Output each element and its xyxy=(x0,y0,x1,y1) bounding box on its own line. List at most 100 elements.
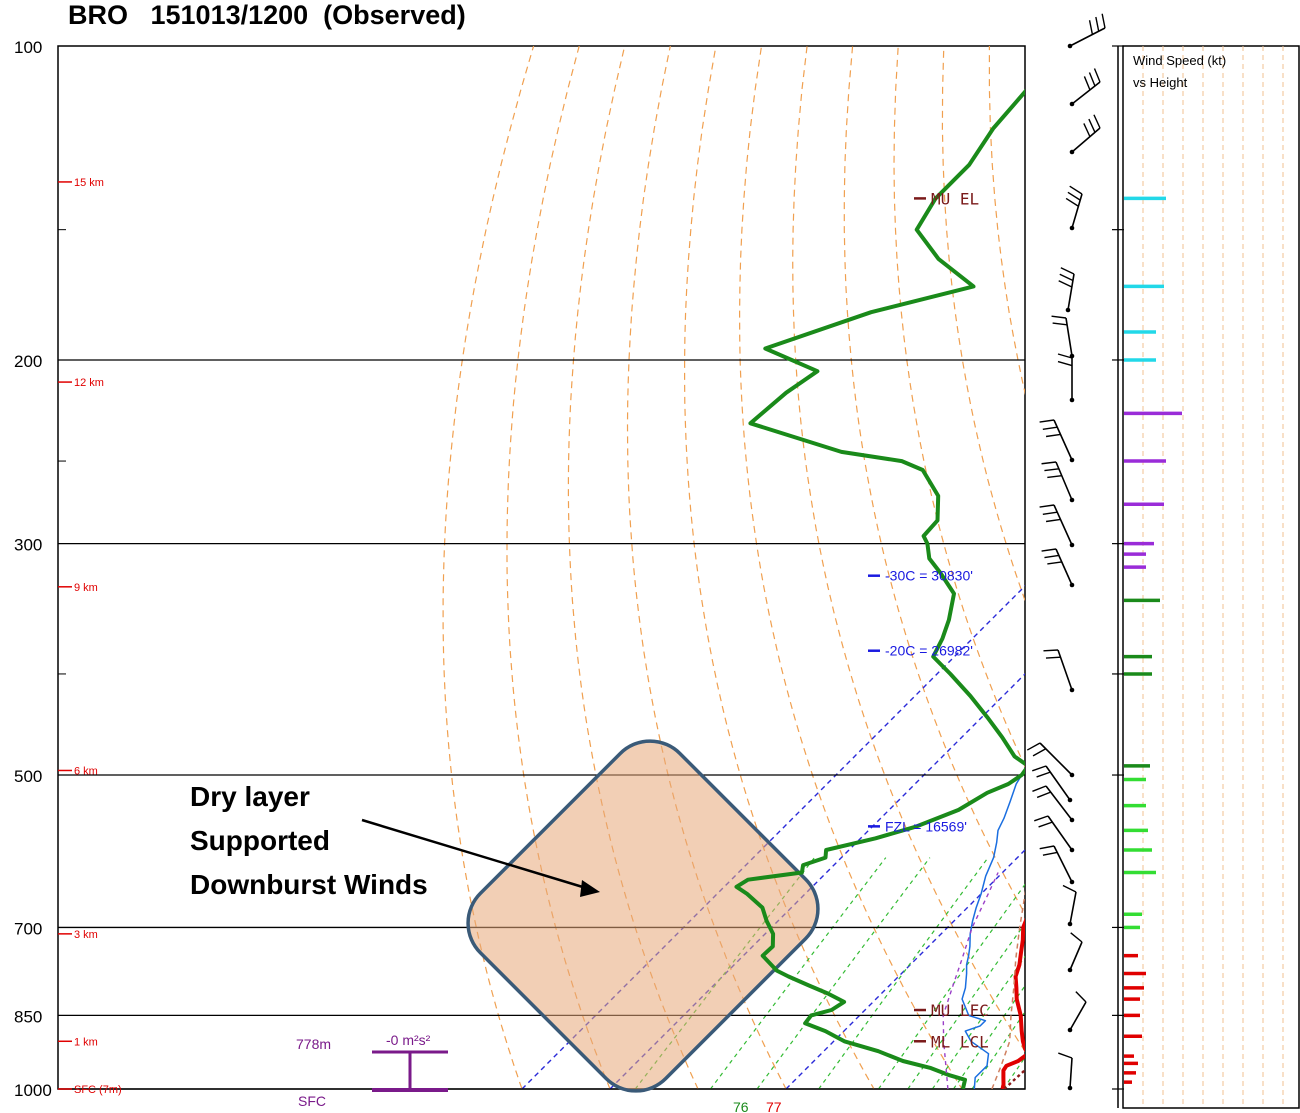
wind-barb-station xyxy=(1069,542,1075,548)
wind-barb-flag xyxy=(1075,991,1087,1003)
dry-adiabat-line xyxy=(442,46,535,1089)
wind-barb xyxy=(1067,932,1083,973)
wind-barb-flag xyxy=(1060,267,1075,275)
wind-barb xyxy=(1057,353,1075,403)
surface-dewpoint-value: 76 xyxy=(733,1099,749,1113)
wind-barb-flag xyxy=(1042,851,1058,856)
wind-barbs xyxy=(1026,13,1124,1108)
wind-barb xyxy=(1043,649,1075,693)
wind-barb-flag xyxy=(1026,742,1041,751)
wind-barb xyxy=(1026,742,1075,778)
wind-barb-shaft xyxy=(1053,504,1073,546)
wind-barb-flag xyxy=(1036,791,1051,799)
wind-barb-shaft xyxy=(1047,815,1073,851)
annotation-text: Supported xyxy=(190,825,330,856)
height-label: 1 km xyxy=(74,1036,98,1048)
wind-barb-shaft xyxy=(1069,941,1083,971)
sfc-label: SFC xyxy=(298,1093,326,1109)
wind-barb-flag xyxy=(1095,16,1100,32)
wind-barb-flag xyxy=(1051,315,1067,319)
mixing-ratio-line xyxy=(818,857,989,1089)
wind-barb-station xyxy=(1069,582,1075,588)
wind-barb-flag xyxy=(1088,118,1096,133)
dry-adiabat-line xyxy=(626,46,787,1089)
mixing-ratio-line xyxy=(907,922,1025,1089)
wind-barb-flag xyxy=(1069,185,1083,195)
wind-barb-flag xyxy=(1041,548,1057,552)
wind-barb-flag xyxy=(1045,518,1061,523)
wind-barb-flag xyxy=(1058,280,1073,288)
wind-barb-flag xyxy=(1041,461,1057,465)
wind-barb-shaft xyxy=(1055,548,1073,586)
wind-barb-flag xyxy=(1047,561,1062,565)
virtual-temperature-profile xyxy=(961,769,1025,1089)
height-label: SFC (7m) xyxy=(74,1084,122,1096)
wind-barb-shaft xyxy=(1053,419,1073,461)
wind-barb-station xyxy=(1069,497,1075,503)
wind-barb-flag xyxy=(1057,360,1073,367)
wind-barb-flag xyxy=(1039,845,1055,850)
wind-barb-shaft xyxy=(1069,891,1077,925)
wind-barb-flag xyxy=(1042,511,1058,515)
temperature-profile xyxy=(1000,917,1025,1089)
wind-barb-shaft xyxy=(1071,127,1101,153)
srh-height-label: 778m xyxy=(296,1036,331,1052)
dry-adiabat-line xyxy=(506,46,611,1089)
wind-barb-flag xyxy=(1093,114,1101,129)
wind-barb xyxy=(1032,765,1073,803)
wind-barb-flag xyxy=(1043,649,1059,652)
surface-temperature-value: 77 xyxy=(766,1099,782,1113)
freezing-label: FZL = 16569' xyxy=(885,818,967,834)
wind-barb-flag xyxy=(1065,197,1079,207)
wind-barb-station xyxy=(1069,397,1075,403)
wind-barb-flag xyxy=(1083,76,1091,91)
wind-barb-flag xyxy=(1039,419,1055,423)
wind-barb-shaft xyxy=(1069,27,1106,47)
diagram-labels: 100 200 300 500 700 850 1000 15 km 12 km 9 km 6 km… xyxy=(14,38,989,1113)
wind-barb-shaft xyxy=(1069,1001,1087,1031)
annotation-text: Dry layer xyxy=(190,781,310,812)
pressure-label: 1000 xyxy=(14,1081,52,1100)
wind-barb-flag xyxy=(1101,13,1106,29)
wind-barb-shaft xyxy=(1039,742,1073,776)
pressure-label: 300 xyxy=(14,536,42,555)
wind-barb xyxy=(1067,13,1106,49)
mixing-ratio-line xyxy=(878,883,1025,1089)
wind-barb-flag xyxy=(1032,765,1047,772)
wind-barb-station xyxy=(1067,797,1073,803)
wind-barb-shaft xyxy=(1045,765,1071,801)
wind-barb-station xyxy=(1069,101,1075,107)
height-label: 12 km xyxy=(74,377,104,389)
wind-barb-flag xyxy=(1044,554,1059,559)
wind-barb-flag xyxy=(1045,656,1061,659)
chart-title: BRO 151013/1200 (Observed) xyxy=(68,0,466,30)
wind-barb-flag xyxy=(1039,504,1055,508)
wind-barb-flag xyxy=(1070,932,1083,943)
wind-barb-station xyxy=(1067,967,1073,973)
wind-barb-station xyxy=(1067,1027,1073,1033)
wind-barb-flag xyxy=(1057,353,1073,359)
wind-barb-shaft xyxy=(1053,845,1073,883)
level-label: MU EL xyxy=(931,189,979,208)
wind-barb xyxy=(1039,419,1075,463)
wind-barb xyxy=(1039,845,1075,885)
wind-barb-station xyxy=(1067,921,1073,927)
wind-barb xyxy=(1041,461,1075,503)
wind-barb-flag xyxy=(1044,468,1059,472)
wind-barb-flag xyxy=(1032,748,1047,757)
wind-barb-flag xyxy=(1083,123,1091,137)
wind-barb-station xyxy=(1069,149,1075,155)
wind-panel-subtitle: vs Height xyxy=(1133,75,1188,90)
wind-barb-flag xyxy=(1059,273,1074,282)
mixing-ratio-line xyxy=(931,955,1025,1089)
wind-barb-flag xyxy=(1047,474,1062,479)
wind-barb-flag xyxy=(1058,1052,1073,1059)
height-label: 15 km xyxy=(74,177,104,189)
wind-barb-flag xyxy=(1062,884,1077,893)
wind-barb xyxy=(1051,315,1075,359)
pressure-label: 850 xyxy=(14,1007,42,1026)
dry-layer-highlight-box xyxy=(466,739,820,1093)
freezing-label: -20C = 26982' xyxy=(885,643,973,659)
wind-barb-station xyxy=(1069,687,1075,693)
wind-barb-station xyxy=(1065,307,1071,313)
